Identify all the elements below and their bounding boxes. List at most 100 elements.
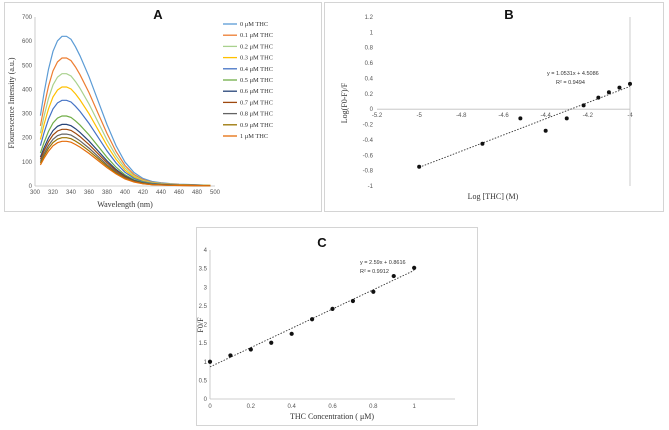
x-tick-label: -5.2 [372, 113, 383, 119]
y-tick-label: 2.5 [199, 304, 208, 310]
x-tick-label: 320 [48, 190, 59, 196]
y-tick-label: 100 [22, 160, 33, 166]
legend-entry: 0.3 μM THC [240, 55, 273, 62]
x-tick-label: 0 [208, 404, 212, 410]
y-tick-label: 3.5 [199, 267, 208, 273]
x-tick-label: 300 [30, 190, 41, 196]
y-tick-label: 0.6 [365, 61, 374, 67]
x-tick-label: -4.4 [540, 113, 551, 119]
legend-entry: 0.6 μM THC [240, 88, 273, 95]
y-tick-label: -1 [368, 184, 374, 190]
chart-c-svg: C 0 0.5 1 1.5 2 2.5 3 3.5 4 0 0.2 0.4 0.6 0.8 1 y = 2.59… [197, 235, 455, 421]
y-tick-label: 0.4 [365, 76, 374, 82]
y-tick-label: 200 [22, 136, 33, 142]
y-tick-label: 600 [22, 39, 33, 45]
x-tick-label: -4.8 [456, 113, 467, 119]
data-point [289, 331, 294, 336]
panel-b: B -1 -0.8 -0.6 -0.4 -0.2 0 0.2 0.4 0.6 0.8 1 1.2 -5.2… [324, 2, 664, 212]
legend-entry: 0.8 μM THC [240, 111, 273, 118]
y-tick-label: 400 [22, 87, 33, 93]
y-tick-label: 0 [204, 397, 208, 403]
series-line [39, 57, 211, 186]
x-tick-label: 380 [102, 190, 113, 196]
data-point [412, 265, 417, 270]
data-point [480, 141, 485, 146]
legend-entry: 0.9 μM THC [240, 122, 273, 129]
legend-entry: 0.1 μM THC [240, 32, 273, 39]
x-tick-label: 340 [66, 190, 77, 196]
panel-letter-b: B [504, 7, 513, 22]
x-tick-label: 440 [156, 190, 167, 196]
y-axis-label: Flourescence Intensity (a.u.) [7, 57, 16, 148]
legend-entry: 0 μM THC [240, 21, 268, 28]
series-line [39, 35, 211, 186]
y-tick-label: 1 [204, 360, 208, 366]
y-tick-label: 700 [22, 15, 33, 21]
y-tick-label: -0.2 [363, 123, 374, 129]
x-tick-label: 1 [412, 404, 416, 410]
x-tick-label: -4.2 [583, 113, 594, 119]
panel-letter-c: C [317, 235, 327, 250]
chart-a-svg: A 0 100 200 300 400 500 600 700 300 320 340 360 380 40… [7, 7, 273, 209]
x-tick-label: 0.6 [328, 404, 337, 410]
data-point [628, 81, 632, 86]
series-line [39, 99, 211, 187]
data-point [350, 298, 356, 304]
x-tick-label: 360 [84, 190, 95, 196]
y-tick-label: 1.5 [199, 341, 208, 347]
y-tick-label: 3 [204, 285, 208, 291]
y-tick-label: 1.2 [365, 15, 374, 21]
legend-entry: 0.5 μM THC [240, 77, 273, 84]
legend-entry: 1 μM THC [240, 133, 268, 140]
y-tick-label: 0 [29, 184, 33, 190]
data-point [391, 273, 396, 279]
trend-equation: y = 1.0531x + 4.5086 [547, 71, 599, 77]
data-point [330, 306, 335, 311]
x-tick-label: 400 [120, 190, 131, 196]
series-line [39, 115, 211, 187]
series-line [39, 86, 211, 187]
data-point [269, 340, 274, 345]
x-tick-label: 0.2 [247, 404, 256, 410]
legend-entry: 0.2 μM THC [240, 43, 273, 50]
y-axis-label: Log(F0-F)/F [340, 82, 349, 123]
data-point [309, 317, 315, 322]
y-tick-label: 500 [22, 63, 33, 69]
data-point [543, 128, 548, 133]
data-point [581, 103, 586, 108]
y-tick-label: -0.8 [363, 169, 374, 175]
y-tick-label: 300 [22, 112, 33, 118]
r-squared: R² = 0.9912 [360, 269, 389, 275]
series-line [39, 140, 211, 187]
panel-c: C 0 0.5 1 1.5 2 2.5 3 3.5 4 0 0.2 0.4 0.6 0.8 1 y = 2.59… [196, 227, 478, 426]
trend-equation: y = 2.59x + 0.8616 [360, 260, 406, 266]
y-axis-label: F0/F [197, 317, 205, 333]
x-tick-label: 480 [192, 190, 203, 196]
x-tick-label: 460 [174, 190, 185, 196]
panel-letter-a: A [153, 7, 163, 22]
x-tick-label: -5 [416, 113, 422, 119]
x-axis-label: Log [THC] (M) [468, 192, 519, 201]
r-squared: R² = 0.9494 [556, 80, 585, 86]
x-tick-label: 0.4 [287, 404, 296, 410]
x-axis-label: Wavelength (nm) [97, 200, 153, 209]
x-tick-label: 0.8 [369, 404, 378, 410]
legend-entry: 0.4 μM THC [240, 66, 273, 73]
data-point [596, 95, 601, 100]
chart-b-svg: B -1 -0.8 -0.6 -0.4 -0.2 0 0.2 0.4 0.6 0.8 1 1.2 -5.2… [340, 7, 633, 201]
y-tick-label: 4 [204, 248, 208, 254]
data-point [417, 164, 422, 169]
y-tick-label: 0 [370, 107, 374, 113]
data-point [564, 116, 569, 121]
y-tick-label: 1 [370, 30, 374, 36]
x-tick-label: -4.6 [498, 113, 509, 119]
x-axis-label: THC Concentration ( μM) [290, 412, 374, 421]
y-tick-label: -0.4 [363, 138, 374, 144]
y-tick-label: 0.8 [365, 46, 374, 52]
y-tick-label: -0.6 [363, 153, 374, 159]
y-tick-label: 2 [204, 323, 208, 329]
panel-a: A 0 100 200 300 400 500 600 700 300 320 340 360 380 40… [4, 2, 322, 212]
data-point [228, 353, 233, 358]
y-tick-label: 0.5 [199, 378, 208, 384]
data-point [207, 359, 213, 364]
